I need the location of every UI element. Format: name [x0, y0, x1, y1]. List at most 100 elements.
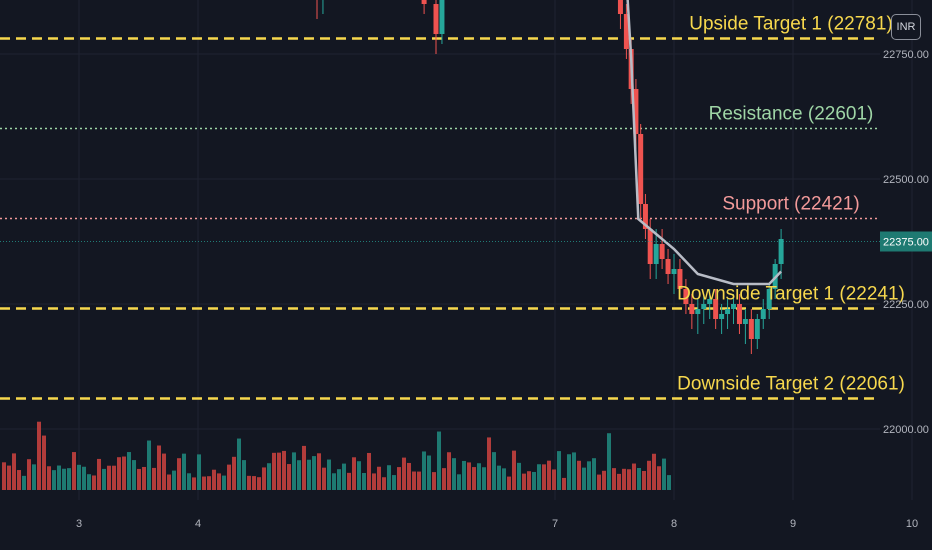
level-label: Resistance (22601): [709, 104, 874, 125]
volume-bar: [47, 466, 51, 490]
level-label: Upside Target 1 (22781): [689, 14, 893, 35]
time-axis[interactable]: 347891011: [76, 518, 932, 530]
candle-body: [725, 309, 731, 314]
volume-bar: [262, 467, 266, 490]
volume-bar: [82, 466, 86, 490]
volume-bar: [542, 464, 546, 490]
candle-body: [701, 304, 707, 309]
currency-badge[interactable]: INR: [891, 14, 921, 40]
last-price-marker: 22375.00: [0, 231, 932, 252]
candle-body: [633, 89, 639, 134]
volume-bar: [312, 456, 316, 490]
volume-bar: [587, 461, 591, 490]
volume-bar: [2, 462, 6, 490]
candle-body: [736, 304, 742, 324]
volume-bar: [122, 456, 126, 490]
volume-bar: [227, 464, 231, 490]
volume-bar: [377, 466, 381, 490]
volume-bar: [492, 452, 496, 490]
volume-bar: [57, 465, 61, 490]
candle-body: [642, 204, 648, 229]
volume-bar: [422, 451, 426, 490]
volume-bar: [617, 473, 621, 490]
volume-bar: [477, 463, 481, 490]
volume-bar: [622, 468, 626, 490]
volume-bar: [207, 476, 211, 490]
volume-bar: [297, 460, 301, 490]
volume-bar: [7, 465, 11, 490]
candle-body: [617, 0, 623, 14]
volume-bar: [237, 438, 241, 490]
volume-bar: [12, 453, 16, 490]
volume-bar: [182, 453, 186, 490]
volume-bar: [162, 453, 166, 490]
volume-bar: [342, 463, 346, 490]
volume-bar: [212, 469, 216, 490]
volume-bar: [317, 453, 321, 490]
volume-bar: [177, 458, 181, 490]
volume-bar: [387, 465, 391, 490]
volume-bar: [62, 468, 66, 490]
volume-bar: [202, 476, 206, 490]
candle-body: [707, 299, 713, 304]
volume-bar: [192, 477, 196, 490]
volume-bar: [187, 473, 191, 490]
candle-body: [638, 134, 644, 204]
price-tick-label: 22250.00: [883, 299, 929, 311]
volume-bar: [362, 473, 366, 490]
volume-bar: [582, 467, 586, 490]
candle-body: [742, 319, 748, 324]
volume-bar: [172, 470, 176, 490]
volume-bar: [642, 470, 646, 490]
volume-bar: [127, 452, 131, 490]
volume-bar: [32, 464, 36, 490]
candle-body: [719, 314, 725, 319]
candle-body: [623, 14, 629, 49]
candle-body: [665, 259, 671, 274]
volume-bar: [432, 472, 436, 490]
time-tick-label: 10: [906, 518, 918, 530]
volume-bar: [97, 458, 101, 490]
volume-bar: [157, 445, 161, 490]
volume-bar: [482, 467, 486, 490]
volume-bar: [77, 464, 81, 490]
volume-bar: [52, 470, 56, 490]
volume-bar: [647, 460, 651, 490]
volume-bar: [627, 469, 631, 490]
volume-bar: [242, 460, 246, 490]
level-label: Support (22421): [722, 194, 859, 215]
volume-bar: [87, 474, 91, 490]
volume-bar: [527, 471, 531, 490]
volume-bar: [637, 467, 641, 490]
volume-bar: [102, 468, 106, 490]
volume-bar: [537, 464, 541, 490]
volume-bar: [612, 468, 616, 490]
level-label: Downside Target 2 (22061): [677, 374, 905, 395]
candle-body: [731, 304, 736, 309]
volume-bar: [457, 474, 461, 490]
volume-bar: [512, 450, 516, 490]
volume-bar: [112, 465, 116, 490]
candle-body: [439, 0, 445, 34]
volume-bar: [662, 458, 666, 490]
volume-bar: [332, 473, 336, 490]
volume-bar: [532, 471, 536, 490]
volume-bar: [607, 433, 611, 490]
volume-bar: [447, 452, 451, 490]
volume-bar: [222, 475, 226, 490]
volume-bar: [37, 421, 41, 490]
volume-bar: [17, 470, 21, 490]
volume-bar: [557, 451, 561, 490]
volume-bar: [472, 467, 476, 490]
volume-bar: [392, 475, 396, 490]
volume-bar: [592, 458, 596, 490]
candle-body: [778, 239, 784, 264]
price-axis[interactable]: 22000.0022250.0022500.0022750.0023000.00…: [883, 0, 929, 436]
volume-bar: [307, 459, 311, 490]
candle-body: [760, 309, 766, 319]
volume-bar: [107, 465, 111, 490]
volume-bar: [397, 467, 401, 490]
volume-bar: [442, 468, 446, 490]
volume-bar: [577, 460, 581, 490]
